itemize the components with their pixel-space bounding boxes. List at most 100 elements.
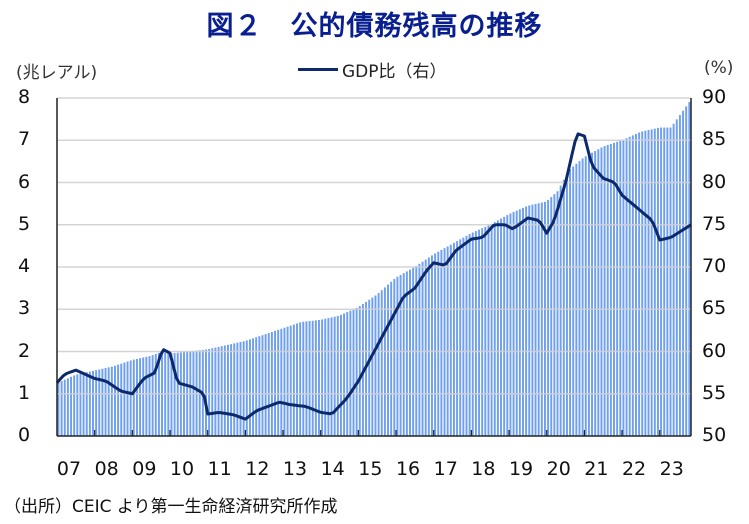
x-tick-label: 08 (94, 458, 119, 480)
debt-bar (522, 207, 524, 436)
debt-bar (148, 356, 151, 436)
x-tick-label: 10 (169, 458, 195, 480)
debt-bar (678, 115, 681, 437)
debt-bar (217, 346, 220, 436)
right-tick-label: 50 (702, 424, 727, 446)
debt-bar (487, 225, 490, 436)
debt-bar (490, 223, 493, 436)
debt-bar (660, 127, 663, 436)
debt-bar (371, 297, 374, 436)
left-tick-label: 3 (17, 297, 31, 320)
debt-bar (355, 307, 358, 436)
debt-bar (154, 353, 157, 436)
debt-bar (528, 205, 531, 436)
debt-bar (653, 128, 656, 436)
debt-bar (506, 215, 509, 436)
debt-bar (88, 371, 91, 436)
right-tick-label: 80 (702, 170, 727, 193)
debt-bar (274, 330, 277, 436)
debt-bar (60, 381, 63, 436)
debt-bar (66, 378, 69, 436)
debt-bar (233, 343, 236, 436)
debt-bar (145, 356, 148, 436)
debt-bar (289, 325, 292, 436)
debt-bar (230, 344, 233, 436)
debt-bar (512, 212, 515, 436)
debt-bar (572, 166, 575, 436)
debt-bar (390, 281, 393, 436)
debt-bar (559, 185, 562, 436)
debt-bar (114, 365, 116, 436)
right-tick-label: 90 (702, 86, 727, 108)
left-axis-unit: (兆レアル) (16, 63, 98, 83)
debt-bar (267, 333, 270, 436)
debt-bar (76, 374, 79, 436)
debt-bar (631, 135, 634, 436)
right-axis-unit: (%) (704, 58, 734, 78)
left-tick-label: 5 (17, 212, 31, 235)
debt-bar (352, 309, 355, 436)
debt-bar (484, 226, 487, 436)
debt-bar (581, 158, 584, 436)
debt-bar (500, 218, 502, 436)
debt-bar (245, 340, 248, 436)
debt-bar (452, 242, 455, 436)
debt-bar (650, 129, 653, 436)
debt-bar (434, 253, 437, 436)
debt-bar (170, 353, 173, 436)
debt-bar (70, 376, 72, 436)
debt-bar (481, 228, 484, 436)
debt-bar (277, 329, 280, 436)
debt-bar (496, 220, 499, 436)
debt-bar (518, 209, 521, 436)
debt-bar (324, 318, 327, 436)
debt-bar (57, 382, 60, 436)
debt-bar (205, 349, 207, 436)
debt-bar (214, 347, 217, 436)
debt-bar (236, 342, 239, 436)
debt-bar (321, 319, 324, 436)
debt-bar (424, 259, 427, 436)
debt-bar (613, 142, 615, 436)
x-tick-label: 12 (245, 458, 270, 480)
debt-bar (591, 152, 594, 436)
x-tick-label: 18 (471, 458, 496, 480)
left-tick-label: 8 (17, 86, 31, 108)
debt-bar (641, 131, 644, 436)
debt-bar (688, 102, 691, 436)
debt-bar (682, 110, 685, 436)
debt-bar (443, 248, 446, 436)
debt-bar (104, 368, 107, 436)
debt-bar (431, 255, 433, 436)
left-tick-label: 6 (17, 170, 31, 193)
debt-bar (399, 274, 402, 436)
left-tick-label: 7 (17, 128, 31, 151)
debt-bar (107, 367, 110, 436)
debt-bar (296, 323, 298, 436)
debt-bar (562, 179, 565, 437)
right-tick-label: 75 (702, 212, 727, 235)
debt-bar (606, 145, 609, 436)
debt-bar (616, 141, 619, 436)
debt-bar (531, 204, 534, 436)
debt-bar (129, 360, 132, 436)
debt-bar (211, 348, 214, 436)
debt-bar (666, 127, 669, 436)
debt-bar (139, 358, 142, 436)
debt-bar (619, 140, 622, 436)
debt-bar (393, 278, 396, 436)
debt-bar (220, 346, 223, 436)
debt-bar (258, 336, 261, 436)
x-tick-label: 17 (433, 458, 458, 480)
debt-bar (418, 263, 421, 436)
x-tick-label: 07 (56, 458, 82, 480)
x-tick-label: 09 (132, 458, 157, 480)
debt-bar (339, 314, 342, 436)
debt-bar (663, 127, 666, 436)
debt-bar (622, 139, 625, 437)
left-tick-label: 1 (17, 381, 31, 404)
x-tick-label: 11 (207, 458, 232, 480)
debt-bar (286, 326, 289, 436)
debt-bar (255, 337, 258, 436)
